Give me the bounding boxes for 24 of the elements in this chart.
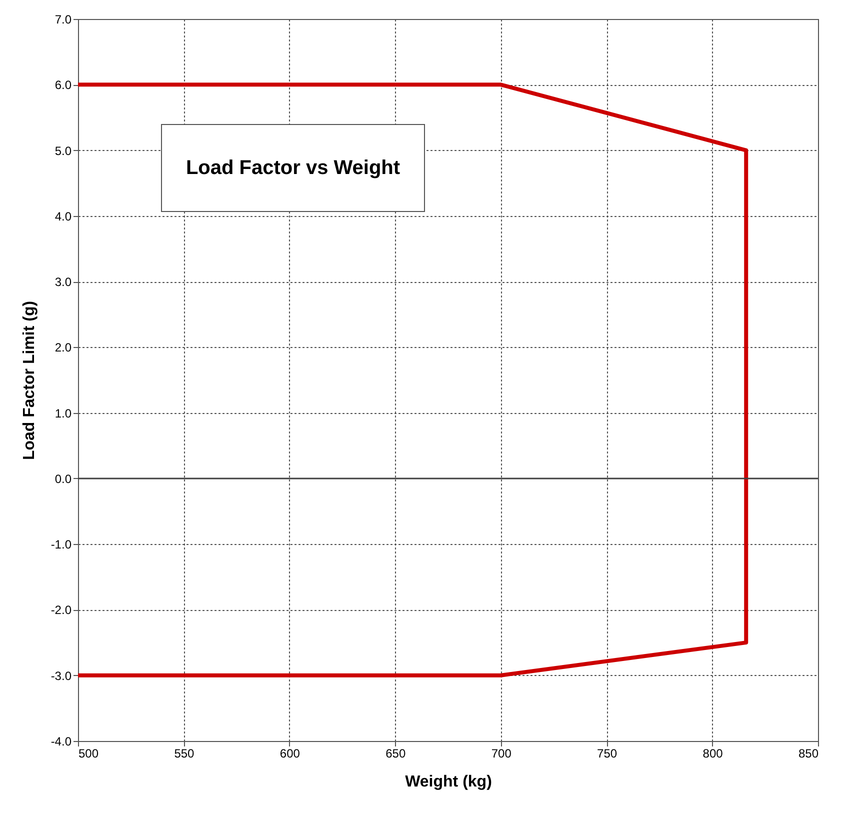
x-tick-label: 550	[174, 746, 195, 760]
y-tick-label: 5.0	[54, 144, 72, 158]
x-tick-label: 650	[386, 746, 406, 760]
y-tick-label: -2.0	[50, 603, 72, 618]
x-tick-label: 850	[798, 746, 819, 760]
x-tick-label: 750	[597, 746, 618, 760]
y-axis-title: Load Factor Limit (g)	[20, 300, 38, 460]
line-series	[76, 82, 748, 678]
x-tick-label: 600	[280, 746, 300, 760]
y-tick-label: -1.0	[50, 538, 72, 552]
y-tick-label: 7.0	[54, 12, 72, 26]
y-tick-label: -4.0	[50, 734, 72, 748]
y-tick-label: 0.0	[54, 472, 72, 486]
x-tick-label: 500	[78, 746, 99, 760]
y-tick-label: -3.0	[50, 668, 72, 683]
x-tick-label: 700	[491, 746, 512, 760]
y-tick-label: 4.0	[54, 209, 72, 224]
x-tick-label: 800	[702, 746, 724, 760]
title-frame: Load Factor vs Weight	[161, 124, 425, 212]
y-tick-label: 3.0	[54, 275, 72, 290]
y-tick-label: 6.0	[54, 78, 72, 92]
y-tick-label: 1.0	[54, 406, 72, 420]
x-axis-title: Weight (kg)	[405, 774, 492, 790]
y-tick-label: 2.0	[54, 340, 72, 355]
